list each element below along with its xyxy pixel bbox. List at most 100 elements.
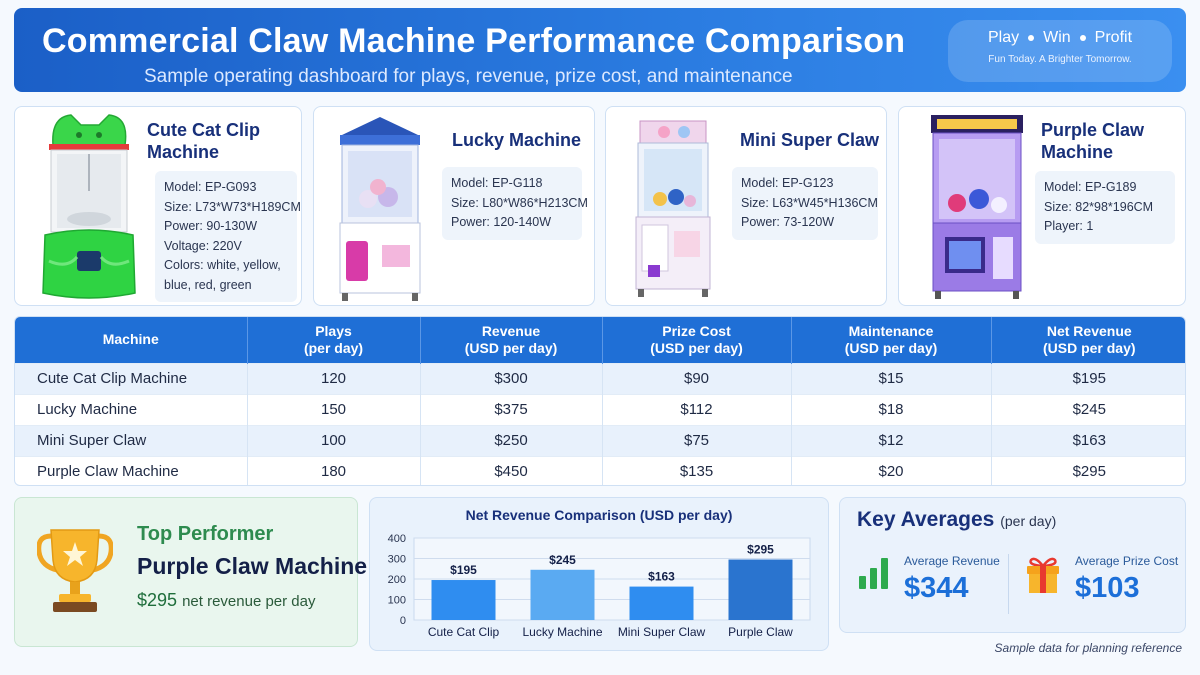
header-sub: (per day) [303,339,364,356]
table-cell: $18 [791,393,992,425]
table-cell: Lucky Machine [15,393,248,425]
table-row: Purple Claw Machine 180 $450 $135 $20 $2… [15,455,1185,485]
column-header-machine: Machine [15,317,248,363]
top-performer-label: Top Performer [137,523,274,545]
spec-line: Power: 120-140W [451,215,552,229]
spec-line: Model: EP-G118 [451,176,543,190]
top-performer-name: Purple Claw Machine [137,553,368,579]
net-revenue-bar-chart: 0 100 200 300 400 $195 Cute Cat Clip $245 Lucky … [388,533,811,639]
top-performer-suffix: net revenue per day [182,593,316,610]
x-tick-label: Cute Cat Clip [428,625,500,639]
table-row: Mini Super Claw 100 $250 $75 $12 $163 [15,424,1185,456]
purple-claw-machine-image [931,115,1023,299]
table-cell: $250 [420,424,603,456]
table-cell: $112 [602,393,792,425]
slogan-word: Win [1043,29,1071,46]
spec-line: Size: L63*W45*H136CM [741,195,878,210]
bar [431,580,496,620]
bar-chart-icon [859,558,888,589]
slogan-word: Play [987,29,1020,46]
header-sub: (USD per day) [650,339,743,356]
spec-line: Player: 1 [1044,219,1094,233]
average-revenue-label: Average Revenue [904,554,1000,568]
table-cell: Cute Cat Clip Machine [15,362,248,394]
table-cell: $375 [420,393,603,425]
y-tick-label: 400 [388,533,406,545]
key-averages-panel: Key Averages (per day) Average Revenue $… [839,497,1186,633]
spec-line: Power: 90-130W [164,219,258,233]
column-header-plays: Plays (per day) [247,317,421,363]
machine-specs: Model: EP-G123 Size: L63*W45*H136CM Powe… [732,167,878,240]
table-cell: $163 [991,424,1185,456]
net-revenue-chart-panel: Net Revenue Comparison (USD per day) 0 10… [369,497,829,651]
table-cell: $245 [991,393,1185,425]
key-averages-suffix: (per day) [1000,513,1057,529]
bar-data-label: $195 [450,563,477,577]
table-cell: $300 [420,362,603,394]
bar [629,586,694,620]
table-cell: $15 [791,362,992,394]
header-sub: (USD per day) [464,339,558,356]
column-header-prize-cost: Prize Cost (USD per day) [602,317,792,363]
slogan-word: Profit [1094,29,1133,46]
column-header-revenue: Revenue (USD per day) [420,317,603,363]
page-subtitle: Sample operating dashboard for plays, re… [144,66,793,87]
spec-line: blue, red, green [164,277,252,292]
trophy-icon [37,529,113,612]
machine-specs: Model: EP-G189 Size: 82*98*196CM Player:… [1035,171,1175,244]
machine-card-cute-cat: Cute Cat Clip Machine Model: EP-G093 Siz… [14,106,302,306]
header-banner: Commercial Claw Machine Performance Comp… [14,8,1186,92]
slogan-tagline: Fun Today. A Brighter Tomorrow. [988,54,1132,65]
table-cell: $135 [602,455,792,485]
performance-table: Machine Plays (per day) Revenue (USD per d… [14,316,1186,486]
spec-line: Voltage: 220V [164,238,242,253]
y-tick-label: 0 [400,615,406,627]
machine-card-mini-super: Mini Super Claw Model: EP-G123 Size: L63… [605,106,887,306]
table-header-row: Machine Plays (per day) Revenue (USD per d… [15,317,1185,363]
page-title: Commercial Claw Machine Performance Comp… [42,22,906,60]
table-cell: 120 [247,362,421,394]
average-prize-label: Average Prize Cost [1075,554,1179,568]
spec-line: Power: 73-120W [741,215,835,229]
table-cell: 150 [247,393,421,425]
table-cell: $12 [791,424,992,456]
column-header-maintenance: Maintenance (USD per day) [791,317,992,363]
spec-line: Colors: white, yellow, [164,258,281,272]
gift-icon [1027,557,1059,593]
table-row: Cute Cat Clip Machine 120 $300 $90 $15 $… [15,362,1185,394]
table-row: Lucky Machine 150 $375 $112 $18 $245 [15,393,1185,425]
spec-line: Model: EP-G123 [741,176,834,190]
spec-line: Size: 82*98*196CM [1044,199,1154,214]
header-main: Machine [102,331,159,348]
table-cell: $75 [602,424,792,456]
table-cell: $90 [602,362,792,394]
header-sub: (USD per day) [1042,339,1136,356]
header-main: Prize Cost [662,322,731,339]
machine-specs: Model: EP-G118 Size: L80*W86*H213CM Powe… [442,167,588,240]
header-sub: (USD per day) [844,339,938,356]
top-performer-amount: $295 net revenue per day [137,590,316,611]
machine-name: Mini Super Claw [740,130,880,150]
spec-line: Size: L73*W73*H189CM [164,199,301,214]
spec-line: Size: L80*W86*H213CM [451,195,588,210]
bar-data-label: $163 [648,570,675,584]
bullet-dot-icon [1079,34,1086,41]
y-tick-label: 200 [388,574,406,586]
top-performer-panel: Top Performer Purple Claw Machine $295 n… [14,497,367,647]
bar [728,559,793,620]
bar [530,569,595,620]
top-performer-value: $295 [137,590,178,610]
spec-line: Model: EP-G093 [164,180,257,194]
machine-card-purple-claw: Purple Claw Machine Model: EP-G189 Size:… [898,106,1186,306]
machine-specs: Model: EP-G093 Size: L73*W73*H189CM Powe… [155,171,301,302]
header-main: Net Revenue [1046,322,1132,339]
x-tick-label: Mini Super Claw [618,625,706,639]
x-tick-label: Lucky Machine [522,625,602,639]
table-cell: Purple Claw Machine [15,455,248,485]
mini-super-claw-image [635,120,711,297]
table-cell: $20 [791,455,992,485]
header-main: Plays [315,322,352,339]
machine-name: Purple Claw Machine [1041,120,1145,162]
chart-title: Net Revenue Comparison (USD per day) [465,507,733,523]
cute-cat-machine-image [42,114,136,299]
